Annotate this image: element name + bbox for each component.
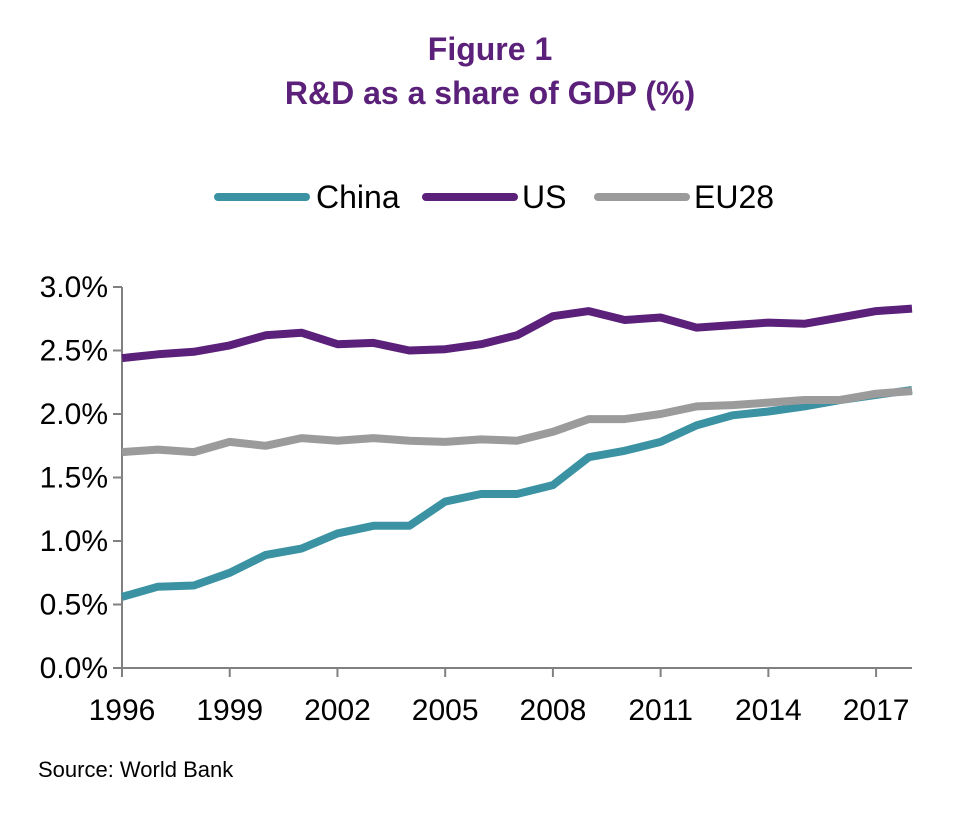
x-tick-label: 2005 <box>412 694 479 727</box>
y-tick-label: 0.0% <box>40 652 108 685</box>
y-tick-label: 3.0% <box>40 271 108 304</box>
x-tick-label: 2017 <box>843 694 910 727</box>
y-axis: 0.0% 0.5% 1.0% 1.5% 2.0% 2.5% 3.0% <box>40 271 123 685</box>
chart-subtitle: R&D as a share of GDP (%) <box>285 75 695 111</box>
series-layer <box>120 304 913 601</box>
chart-title: Figure 1 <box>428 31 552 67</box>
legend-label-china: China <box>316 179 400 215</box>
y-tick-label: 1.0% <box>40 525 108 558</box>
x-tick-label: 2002 <box>304 694 371 727</box>
series-line-us <box>121 304 913 363</box>
x-tick-label: 1999 <box>196 694 263 727</box>
x-tick-label: 1996 <box>89 694 156 727</box>
legend-label-us: US <box>522 179 566 215</box>
y-tick-label: 0.5% <box>40 589 108 622</box>
y-tick-label: 2.0% <box>40 398 108 431</box>
legend-label-eu28: EU28 <box>694 179 774 215</box>
y-tick-label: 2.5% <box>40 335 108 368</box>
y-tick-label: 1.5% <box>40 462 108 495</box>
series-line-eu28 <box>121 387 913 457</box>
x-axis: 1996 1999 2002 2005 2008 2011 2014 2017 <box>89 667 912 727</box>
series-line-china <box>120 385 913 601</box>
chart-legend: China US EU28 <box>214 179 774 215</box>
source-note: Source: World Bank <box>38 757 234 782</box>
x-tick-label: 2014 <box>735 694 802 727</box>
x-tick-label: 2011 <box>628 694 693 727</box>
x-tick-label: 2008 <box>520 694 587 727</box>
